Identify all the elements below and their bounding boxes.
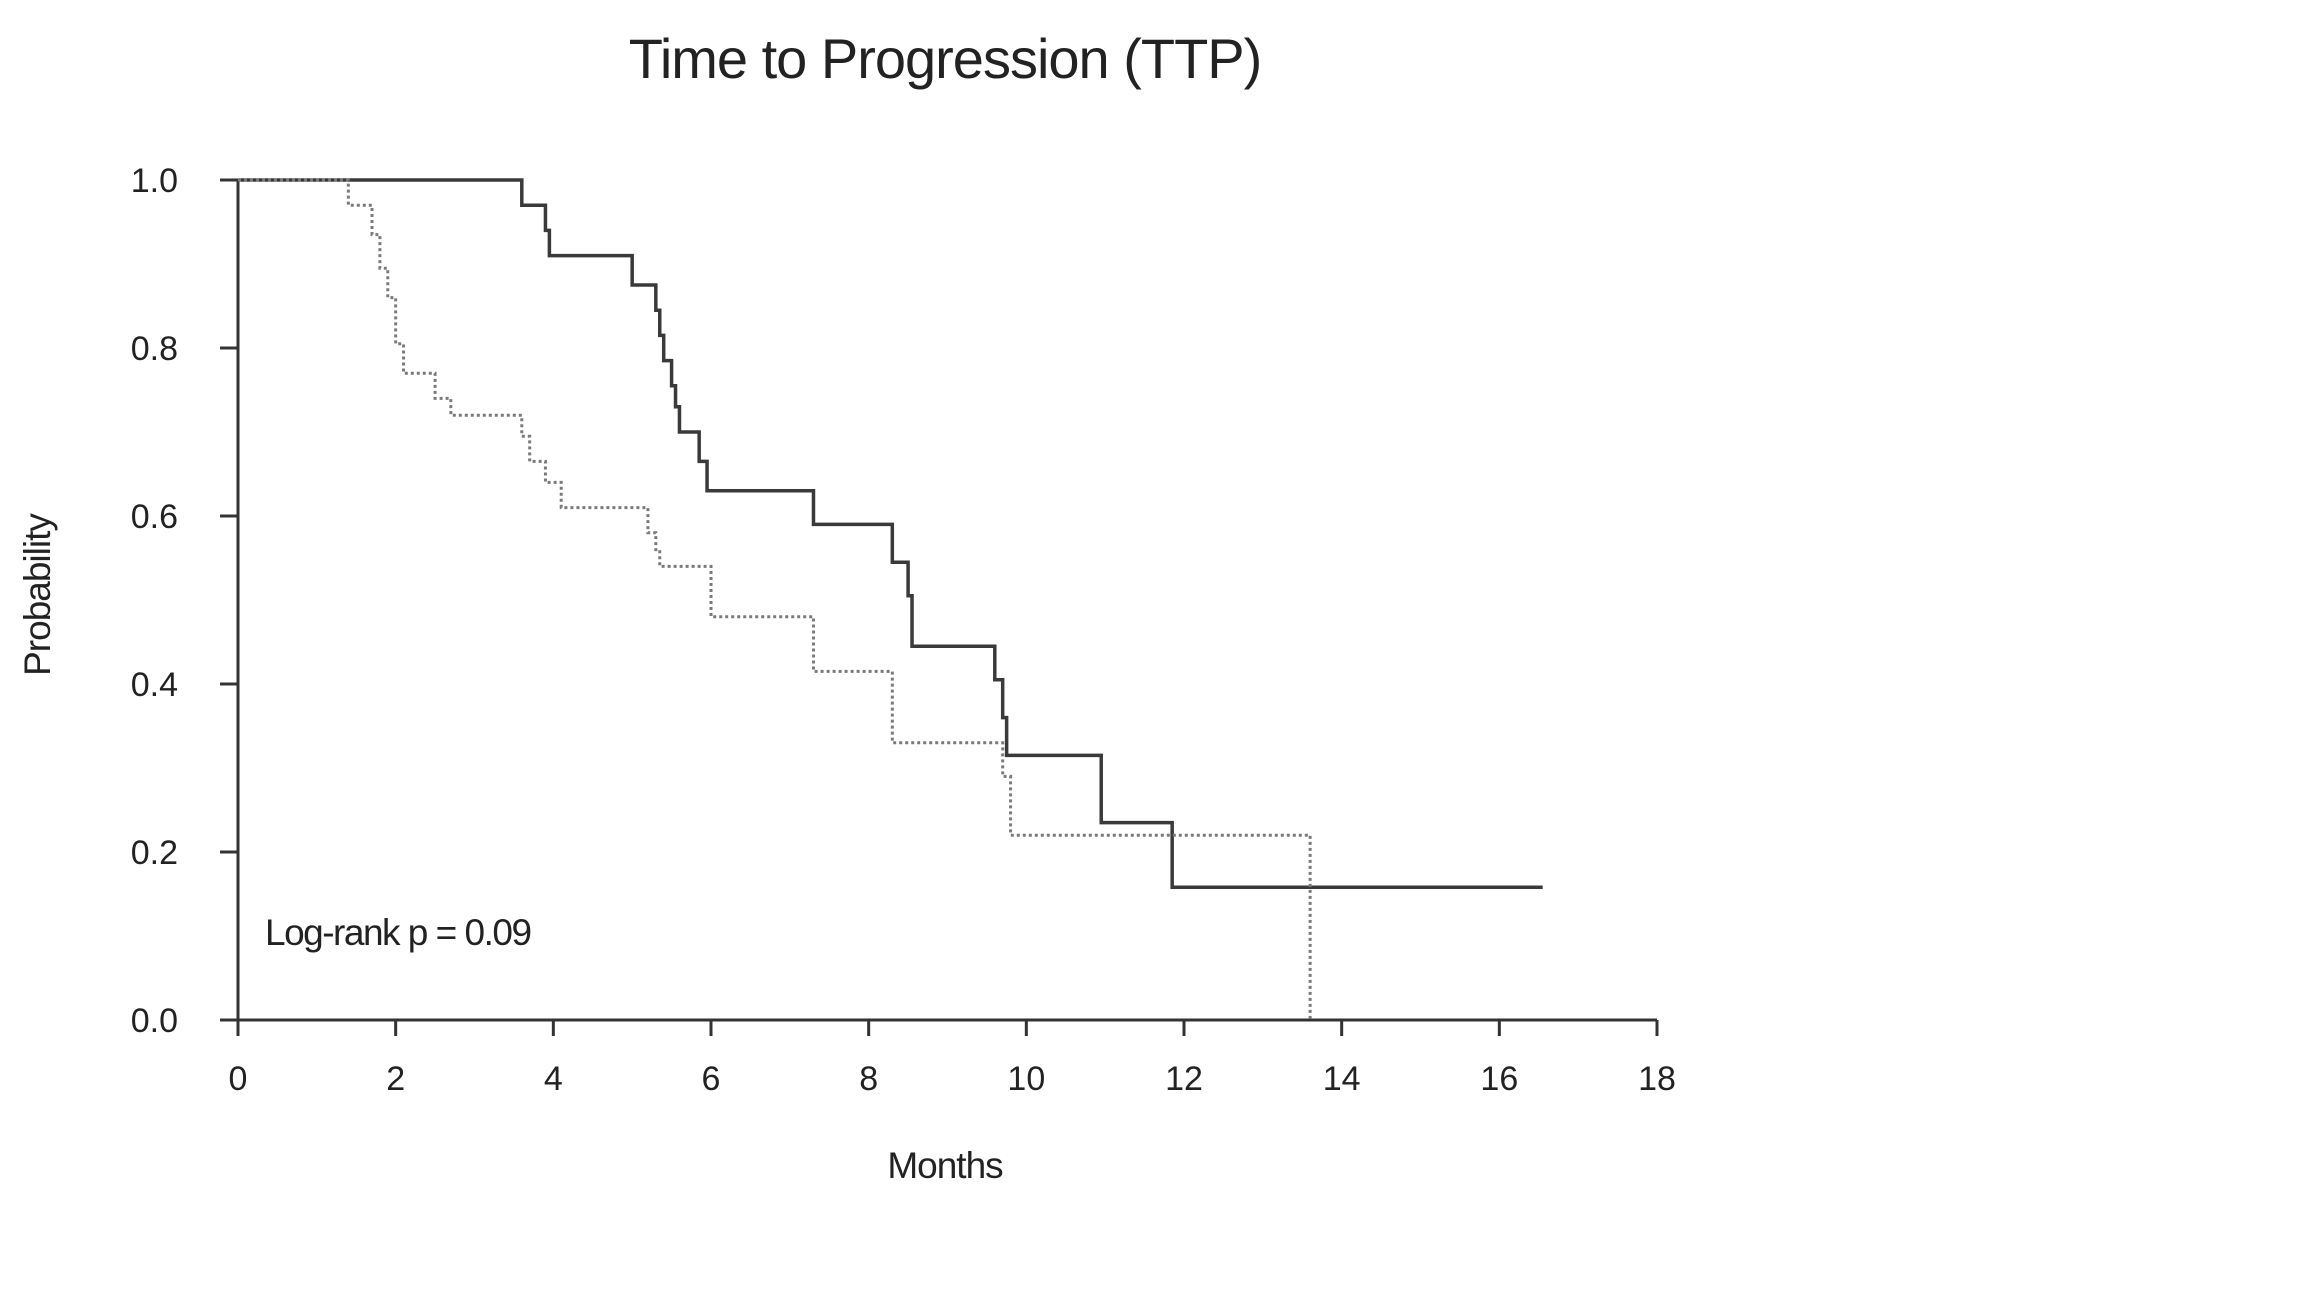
y-tick-label: 1.0 bbox=[131, 162, 178, 200]
series-group bbox=[238, 178, 1543, 1020]
x-tick-label: 4 bbox=[544, 1060, 563, 1098]
series-line-solid bbox=[238, 178, 1543, 890]
x-axis-label: Months bbox=[887, 1145, 1003, 1186]
x-axis-ticks: 0 2 4 6 8 10 12 14 16 18 bbox=[229, 1020, 1676, 1098]
x-tick-label: 14 bbox=[1323, 1060, 1361, 1098]
x-tick-label: 6 bbox=[702, 1060, 721, 1098]
y-axis-ticks: 0.0 0.2 0.4 0.6 0.8 1.0 bbox=[131, 162, 238, 1040]
x-tick-label: 12 bbox=[1165, 1060, 1203, 1098]
x-tick-label: 16 bbox=[1480, 1060, 1518, 1098]
series-line-dotted bbox=[238, 178, 1312, 1020]
axes bbox=[236, 180, 1657, 1022]
x-tick-label: 2 bbox=[386, 1060, 405, 1098]
chart-title: Time to Progression (TTP) bbox=[629, 27, 1262, 90]
y-tick-label: 0.2 bbox=[131, 834, 178, 872]
y-tick-label: 0.6 bbox=[131, 498, 178, 536]
x-tick-label: 8 bbox=[859, 1060, 878, 1098]
y-tick-label: 0.8 bbox=[131, 330, 178, 368]
log-rank-annotation: Log-rank p = 0.09 bbox=[265, 912, 531, 953]
x-tick-label: 0 bbox=[229, 1060, 248, 1098]
x-tick-label: 10 bbox=[1007, 1060, 1045, 1098]
x-tick-label: 18 bbox=[1638, 1060, 1676, 1098]
y-tick-label: 0.4 bbox=[131, 666, 178, 704]
y-axis-label: Probability bbox=[17, 513, 58, 676]
y-tick-label: 0.0 bbox=[131, 1002, 178, 1040]
